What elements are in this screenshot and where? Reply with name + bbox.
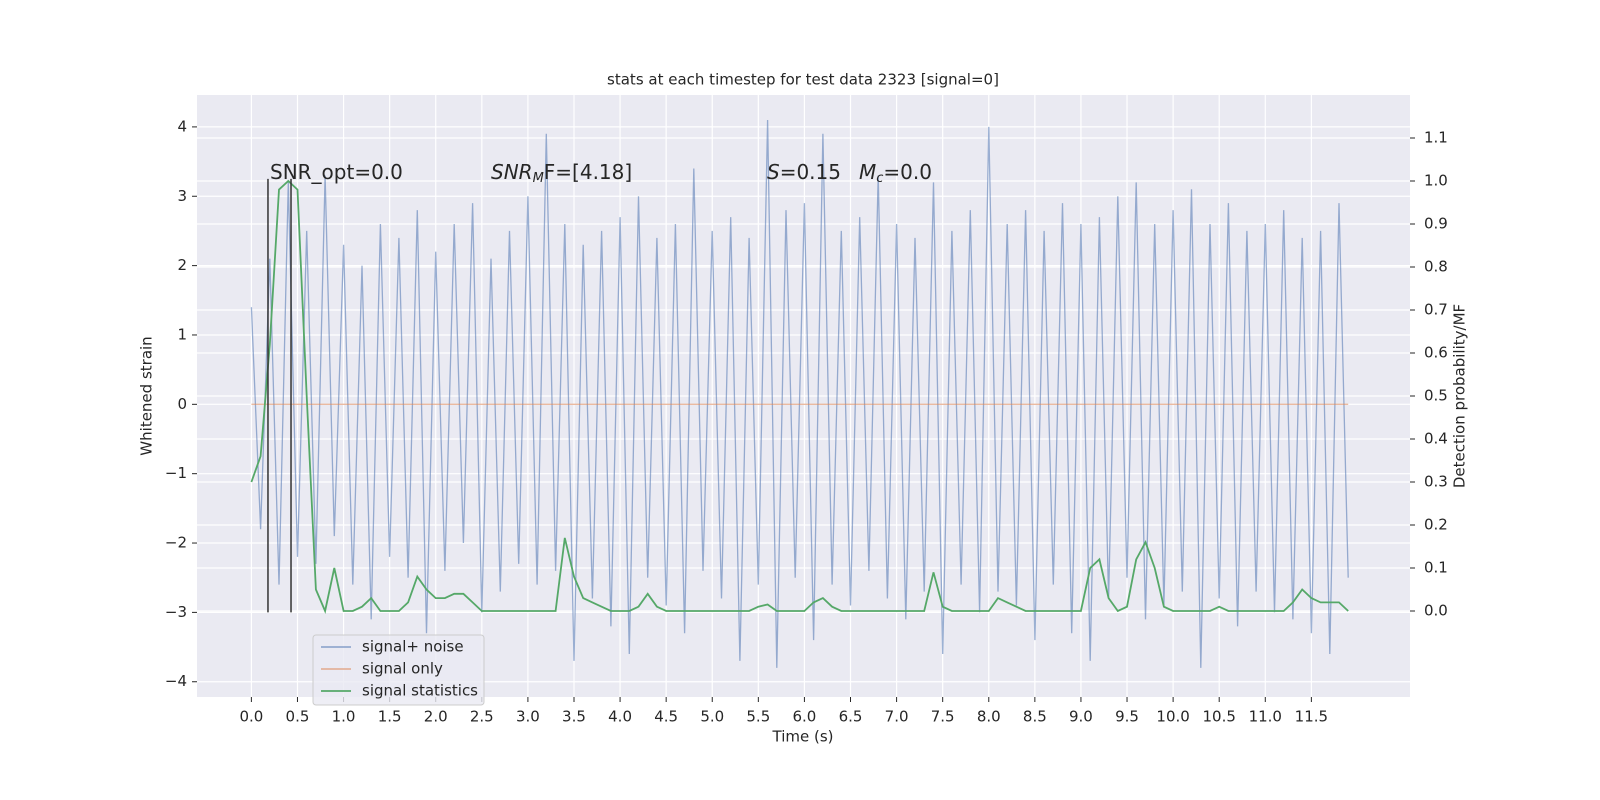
y2-tick-label: 0.5	[1424, 387, 1448, 405]
x-tick-label: 3.0	[516, 708, 540, 726]
annotation-part: S	[767, 160, 780, 184]
legend-label: signal only	[362, 660, 443, 678]
annotation: SNR_opt=0.0	[270, 160, 403, 184]
y-axis-label: Whitened strain	[138, 336, 156, 455]
x-tick-label: 2.0	[424, 708, 448, 726]
annotation-part: =0.15	[780, 160, 841, 184]
chart-title: stats at each timestep for test data 232…	[607, 71, 999, 89]
y2-axis-label: Detection probability/MF	[1451, 304, 1469, 488]
legend-label: signal+ noise	[362, 638, 464, 656]
x-tick-label: 2.5	[470, 708, 494, 726]
y-tick-label: −1	[165, 464, 187, 482]
x-tick-label: 1.0	[332, 708, 356, 726]
annotation-part: =0.0	[883, 160, 932, 184]
annotation-part: F=[4.18]	[544, 160, 632, 184]
annotation: S=0.15	[767, 160, 841, 184]
y2-tick-label: 0.2	[1424, 516, 1448, 534]
legend-box	[312, 634, 485, 706]
annotation-part: c	[876, 171, 883, 186]
x-tick-label: 9.5	[1115, 708, 1139, 726]
y-tick-label: 0	[177, 395, 187, 413]
x-tick-label: 7.5	[931, 708, 955, 726]
x-tick-label: 0.5	[286, 708, 310, 726]
y-tick-label: 4	[177, 117, 187, 135]
x-tick-label: 10.0	[1156, 708, 1189, 726]
y-tick-label: 3	[177, 187, 187, 205]
y2-tick-label: 0.3	[1424, 473, 1448, 491]
x-tick-label: 4.5	[654, 708, 678, 726]
y-tick-label: −4	[165, 672, 187, 690]
annotation-part: SNR	[491, 160, 533, 184]
x-tick-label: 6.0	[792, 708, 816, 726]
y2-tick-label: 0.4	[1424, 430, 1448, 448]
x-tick-label: 9.0	[1069, 708, 1093, 726]
x-tick-label: 7.0	[885, 708, 909, 726]
y2-tick-label: 0.8	[1424, 258, 1448, 276]
y-tick-label: 2	[177, 256, 187, 274]
y2-tick-label: 0.0	[1424, 602, 1448, 620]
x-tick-label: 3.5	[562, 708, 586, 726]
y2-tick-label: 1.0	[1424, 172, 1448, 190]
y-tick-label: −2	[165, 534, 187, 552]
x-tick-label: 11.0	[1249, 708, 1282, 726]
annotation: SNRMF=[4.18]	[491, 160, 632, 186]
series-line	[250, 119, 1349, 668]
x-tick-label: 5.5	[746, 708, 770, 726]
x-axis-label: Time (s)	[772, 728, 834, 746]
x-tick-label: 1.5	[378, 708, 402, 726]
y2-tick-label: 0.6	[1424, 344, 1448, 362]
x-tick-label: 8.5	[1023, 708, 1047, 726]
x-tick-label: 0.0	[239, 708, 263, 726]
y2-tick-label: 0.9	[1424, 215, 1448, 233]
x-tick-label: 4.0	[608, 708, 632, 726]
x-tick-label: 5.0	[700, 708, 724, 726]
y-tick-label: 1	[177, 325, 187, 343]
annotation-part: SNR_opt=0.0	[270, 160, 403, 184]
y2-tick-label: 0.7	[1424, 301, 1448, 319]
x-tick-label: 10.5	[1202, 708, 1235, 726]
annotation: Mc=0.0	[859, 160, 932, 186]
legend-label: signal statistics	[362, 682, 478, 700]
y2-tick-label: 0.1	[1424, 559, 1448, 577]
annotation-part: M	[533, 171, 544, 186]
x-tick-label: 6.5	[839, 708, 863, 726]
y2-tick-label: 1.1	[1424, 129, 1448, 147]
series-line	[250, 179, 1349, 614]
x-tick-label: 11.5	[1295, 708, 1328, 726]
y-tick-label: −3	[165, 603, 187, 621]
annotation-part: M	[859, 160, 876, 184]
x-tick-label: 8.0	[977, 708, 1001, 726]
